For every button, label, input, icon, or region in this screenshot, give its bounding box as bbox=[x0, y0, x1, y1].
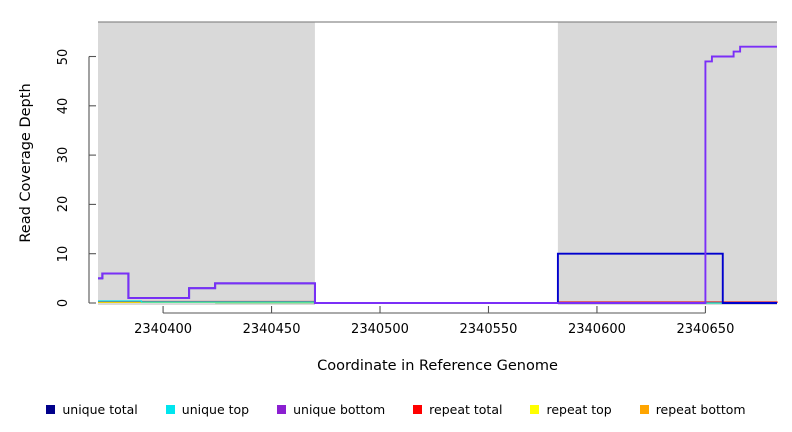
y-tick-label: 40 bbox=[56, 97, 71, 115]
legend-item-repeat-top[interactable]: repeat top bbox=[530, 401, 612, 417]
y-tick-label: 50 bbox=[56, 48, 71, 65]
legend-label: repeat bottom bbox=[655, 401, 746, 417]
y-tick-label: 20 bbox=[56, 196, 71, 213]
repeat-region-right bbox=[557, 22, 777, 305]
x-tick-label: 2340600 bbox=[567, 322, 626, 337]
x-tick-label: 2340400 bbox=[134, 322, 193, 337]
legend-swatch-icon bbox=[530, 404, 540, 414]
chart-legend: unique total unique top unique bottom repea… bbox=[0, 398, 792, 420]
legend-label: repeat top bbox=[546, 401, 612, 417]
y-tick-label: 10 bbox=[56, 245, 71, 262]
legend-item-repeat-bottom[interactable]: repeat bottom bbox=[639, 401, 746, 417]
shaded-regions-group bbox=[98, 22, 777, 305]
legend-label: unique total bbox=[62, 401, 138, 417]
legend-swatch-icon bbox=[639, 404, 649, 414]
x-tick-label: 2340500 bbox=[351, 322, 409, 337]
legend-label: unique bottom bbox=[293, 401, 386, 417]
legend-swatch-icon bbox=[165, 404, 175, 414]
x-tick-label: 2340550 bbox=[459, 322, 518, 337]
series-unique-bottom bbox=[98, 45, 777, 304]
x-tick-label: 2340650 bbox=[676, 322, 735, 337]
legend-swatch-icon bbox=[46, 404, 56, 414]
data-series-group bbox=[98, 45, 778, 304]
legend-item-unique-bottom[interactable]: unique bottom bbox=[277, 402, 385, 417]
legend-item-repeat-total[interactable]: repeat total bbox=[413, 402, 502, 417]
legend-item-unique-total[interactable]: unique total bbox=[46, 401, 138, 417]
legend-swatch-icon bbox=[413, 404, 423, 414]
y-tick-label: 0 bbox=[56, 298, 71, 308]
legend-label: unique top bbox=[181, 401, 250, 417]
x-axis-title: Coordinate in Reference Genome bbox=[317, 358, 558, 374]
legend-swatch-icon bbox=[277, 404, 287, 414]
repeat-region-left bbox=[98, 22, 315, 305]
x-tick-label: 2340450 bbox=[242, 322, 301, 337]
legend-item-unique-top[interactable]: unique top bbox=[165, 401, 250, 417]
y-axis-title: Read Coverage Depth bbox=[18, 83, 34, 243]
y-tick-label: 30 bbox=[56, 146, 71, 164]
axes-group bbox=[88, 55, 706, 314]
legend-label: repeat total bbox=[429, 401, 503, 417]
